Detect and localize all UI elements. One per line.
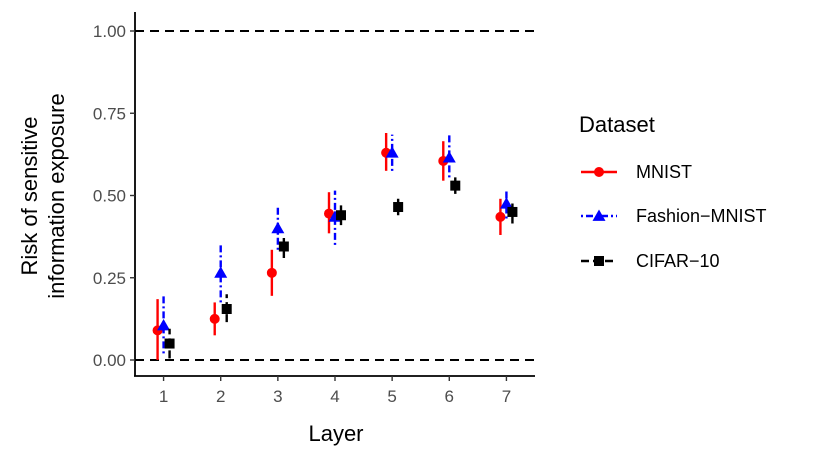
legend-label: MNIST	[636, 162, 692, 182]
data-point	[271, 221, 285, 234]
legend-entry: CIFAR−10	[581, 251, 720, 271]
legend-key-marker	[592, 209, 606, 221]
y-ticks: 0.00 0.25 0.50 0.75 1.00	[93, 22, 135, 370]
data-point	[495, 211, 506, 222]
data-point	[214, 266, 228, 278]
data-point	[499, 197, 513, 209]
data-point	[442, 151, 456, 163]
data-point	[266, 267, 277, 278]
data-point	[393, 202, 404, 213]
series-triangle	[157, 132, 513, 354]
x-tick-label: 7	[502, 387, 511, 406]
series-square	[164, 177, 518, 359]
legend-key-marker	[594, 256, 604, 266]
data-point	[157, 318, 171, 331]
y-tick-label: 1.00	[93, 22, 126, 41]
legend-entry: MNIST	[581, 162, 692, 182]
legend-entry: Fashion−MNIST	[581, 206, 767, 226]
x-tick-label: 2	[216, 387, 225, 406]
data-point	[209, 313, 220, 324]
x-tick-label: 3	[273, 387, 282, 406]
data-point	[385, 146, 399, 158]
data-point	[507, 206, 518, 217]
x-tick-label: 1	[159, 387, 168, 406]
x-tick-label: 4	[330, 387, 339, 406]
y-tick-label: 0.25	[93, 269, 126, 288]
y-tick-label: 0.50	[93, 187, 126, 206]
x-axis-title: Layer	[308, 421, 363, 446]
data-point	[278, 241, 289, 252]
y-axis-title: Risk of sensitive information exposure	[17, 93, 69, 298]
legend-label: CIFAR−10	[636, 251, 720, 271]
y-tick-label: 0.00	[93, 351, 126, 370]
x-tick-label: 5	[387, 387, 396, 406]
x-tick-label: 6	[445, 387, 454, 406]
reference-lines	[135, 30, 535, 361]
legend-label: Fashion−MNIST	[636, 206, 767, 226]
y-axis-title-line-2: information exposure	[44, 93, 69, 298]
data-point	[164, 338, 175, 349]
data-point	[324, 208, 334, 219]
data-point	[221, 304, 232, 315]
legend: Dataset MNIST Fashion−MNIST CIFAR−10	[579, 112, 767, 271]
y-tick-label: 0.75	[93, 104, 126, 123]
data-point	[336, 210, 346, 221]
legend-title: Dataset	[579, 112, 655, 137]
data-marks	[152, 132, 518, 360]
y-axis-title-line-1: Risk of sensitive	[17, 117, 42, 276]
legend-key-marker	[594, 167, 604, 177]
data-point	[450, 180, 461, 191]
x-ticks: 1 2 3 4 5 6 7	[159, 376, 511, 406]
series-circle	[152, 132, 506, 360]
